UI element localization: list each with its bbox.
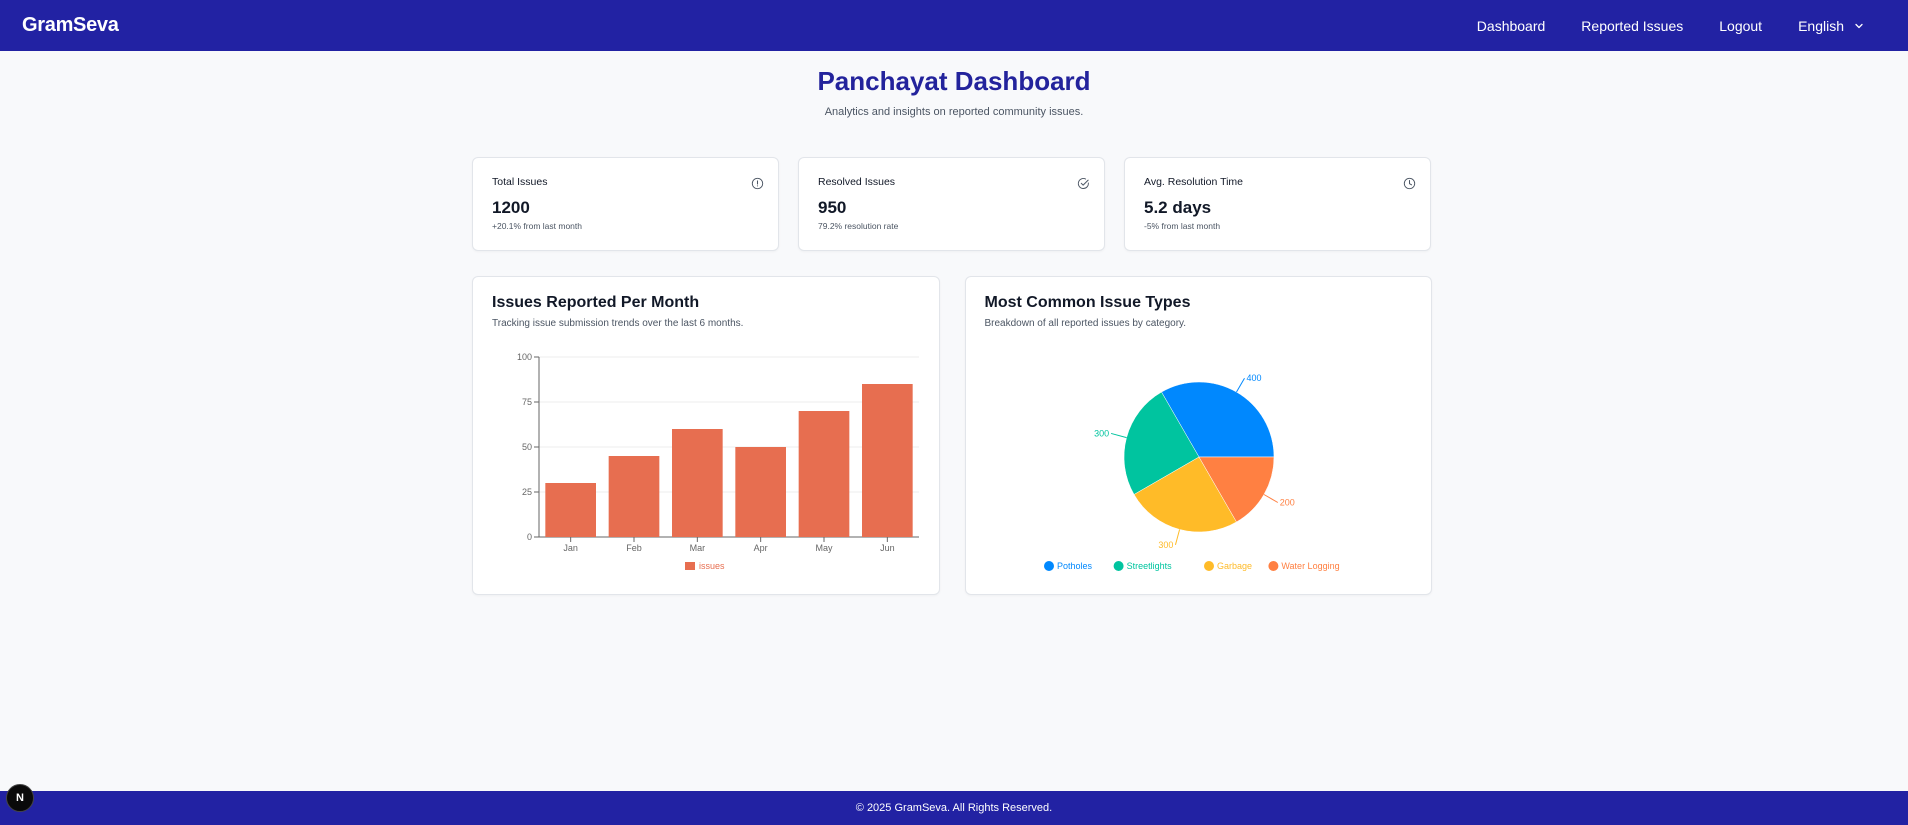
bar (608, 456, 660, 537)
stat-label: Avg. Resolution Time (1144, 176, 1244, 188)
legend-label: Potholes (1057, 561, 1093, 571)
pie-slice (1133, 456, 1237, 533)
bar (672, 429, 723, 537)
slice-label-line (1174, 529, 1180, 546)
brand-logo[interactable]: GramSeva (22, 14, 119, 36)
stat-label: Resolved Issues (818, 176, 896, 188)
pie-chart-card: Most Common Issue Types Breakdown of all… (964, 276, 1432, 595)
y-tick-label: 75 (522, 397, 532, 407)
stat-value: 950 (818, 198, 847, 217)
page-header: Panchayat Dashboard Analytics and insigh… (0, 66, 1908, 118)
dev-tools-badge[interactable]: N (6, 784, 34, 812)
stat-card-total-issues: Total Issues 1200 +20.1% from last month (472, 157, 779, 251)
legend-label: Water Logging (1281, 561, 1339, 571)
language-select[interactable]: English (1798, 18, 1864, 34)
bar (545, 483, 596, 537)
language-select-value: English (1798, 17, 1844, 34)
nav-reported-issues-link[interactable]: Reported Issues (1581, 17, 1684, 34)
bar-legend: issues (685, 561, 725, 571)
footer-copyright: © 2025 GramSeva. All Rights Reserved. (855, 802, 1053, 814)
legend-swatch (1043, 561, 1054, 571)
bar (798, 411, 850, 537)
y-tick-label: 0 (527, 532, 532, 542)
pie-slice (1198, 456, 1274, 523)
bar (862, 384, 913, 537)
slice-label-line (1263, 494, 1278, 503)
legend-swatch (685, 562, 695, 570)
y-tick-label: 25 (522, 487, 532, 497)
charts-row: Issues Reported Per Month Tracking issue… (472, 276, 1432, 595)
stat-note: -5% from last month (1144, 221, 1221, 231)
slice-value-label: 200 (1279, 498, 1294, 508)
pie-legend: Potholes Streetlights Garbage Water Logging (1043, 561, 1339, 571)
stat-value: 1200 (492, 198, 530, 217)
x-tick-label: Mar (690, 543, 706, 553)
x-tick-label: Jun (880, 543, 895, 553)
top-navbar: GramSeva Dashboard Reported Issues Logou… (0, 0, 1908, 51)
chart-subtitle: Breakdown of all reported issues by cate… (984, 318, 1187, 329)
legend-swatch (1113, 561, 1124, 571)
chevron-down-icon (1855, 23, 1863, 28)
legend-swatch (1267, 561, 1278, 571)
x-tick-label: Feb (626, 543, 642, 553)
legend-label: Garbage (1217, 561, 1252, 571)
page-subtitle: Analytics and insights on reported commu… (824, 106, 1084, 118)
stat-card-avg-resolution-time: Avg. Resolution Time 5.2 days -5% from l… (1124, 157, 1431, 251)
pie-slice (1123, 391, 1199, 495)
pie-chart: 400 300 300 200 Potholes Streetlights Garbage W… (1043, 373, 1339, 571)
legend-label: issues (699, 561, 725, 571)
slice-label-line (1235, 377, 1245, 393)
x-tick-label: Jan (563, 543, 578, 553)
clock-icon (1403, 177, 1416, 190)
stat-label: Total Issues (492, 176, 548, 188)
slice-value-label: 300 (1158, 540, 1173, 550)
dev-tools-badge-label: N (16, 792, 24, 804)
legend-label: Streetlights (1126, 561, 1172, 571)
legend-swatch (1203, 561, 1214, 571)
bar (735, 447, 786, 537)
chart-title: Most Common Issue Types (984, 294, 1191, 311)
stat-card-resolved-issues: Resolved Issues 950 79.2% resolution rat… (798, 157, 1105, 251)
x-tick-label: May (815, 543, 833, 553)
alert-circle-icon (751, 177, 764, 190)
nav-dashboard-link[interactable]: Dashboard (1476, 17, 1546, 34)
slice-value-label: 300 (1094, 428, 1109, 438)
nav-links: Dashboard Reported Issues Logout English (1477, 18, 1886, 34)
x-tick-label: Apr (754, 543, 768, 553)
stat-note: +20.1% from last month (492, 221, 583, 231)
stats-row: Total Issues 1200 +20.1% from last month… (472, 157, 1432, 251)
stat-value: 5.2 days (1144, 198, 1212, 217)
chart-title: Issues Reported Per Month (492, 294, 700, 311)
bar-chart-card: Issues Reported Per Month Tracking issue… (472, 276, 940, 595)
stat-note: 79.2% resolution rate (818, 221, 899, 231)
check-circle-icon (1077, 178, 1089, 189)
page-title: Panchayat Dashboard (817, 66, 1091, 96)
y-tick-label: 50 (522, 442, 532, 452)
slice-value-label: 400 (1246, 373, 1261, 383)
slice-label-line (1110, 432, 1127, 439)
y-tick-label: 100 (517, 352, 532, 362)
chart-subtitle: Tracking issue submission trends over th… (492, 318, 744, 329)
bar-chart: 0 25 50 75 100 Jan Feb Mar Apr May Jun issues (517, 352, 919, 571)
footer: © 2025 GramSeva. All Rights Reserved. (0, 791, 1908, 825)
nav-logout-link[interactable]: Logout (1719, 17, 1763, 34)
